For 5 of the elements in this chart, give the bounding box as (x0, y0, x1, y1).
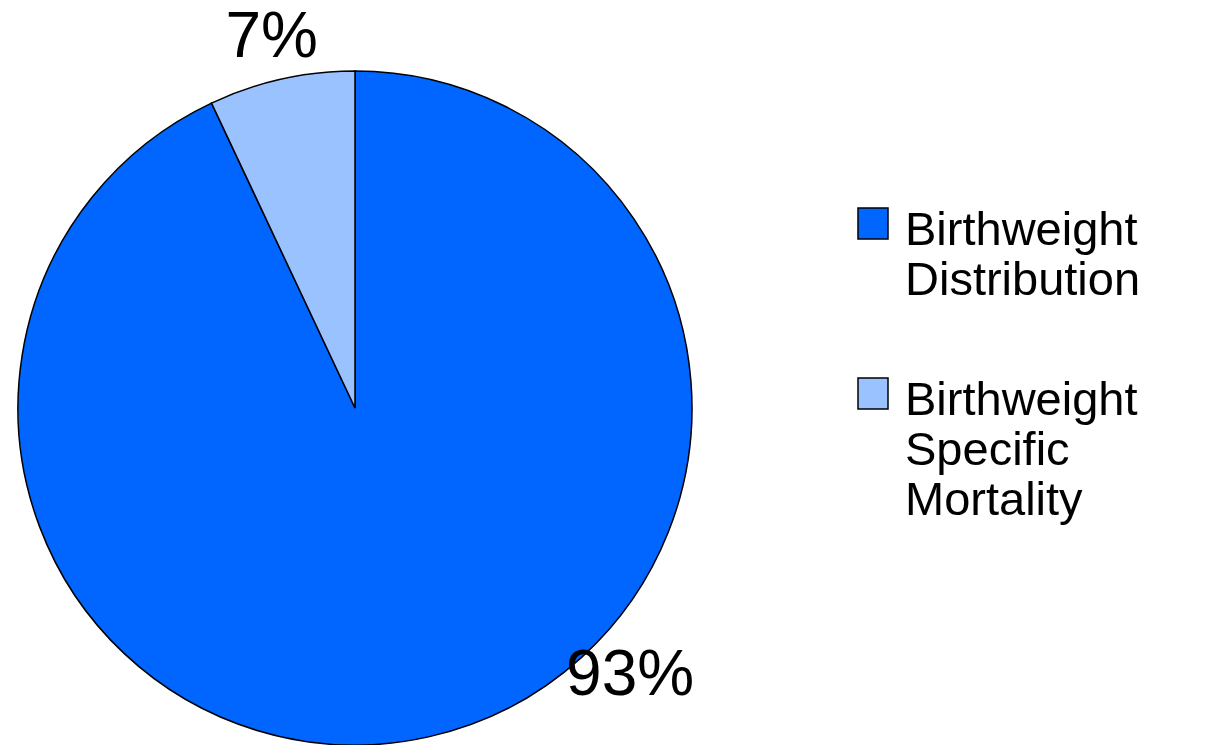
legend-label: Birthweight Specific Mortality (905, 372, 1138, 525)
pie-slice (17, 70, 693, 745)
data-label: 7% (225, 0, 318, 72)
data-label: 93% (566, 636, 695, 709)
legend-label: Birthweight Distribution (905, 202, 1141, 305)
